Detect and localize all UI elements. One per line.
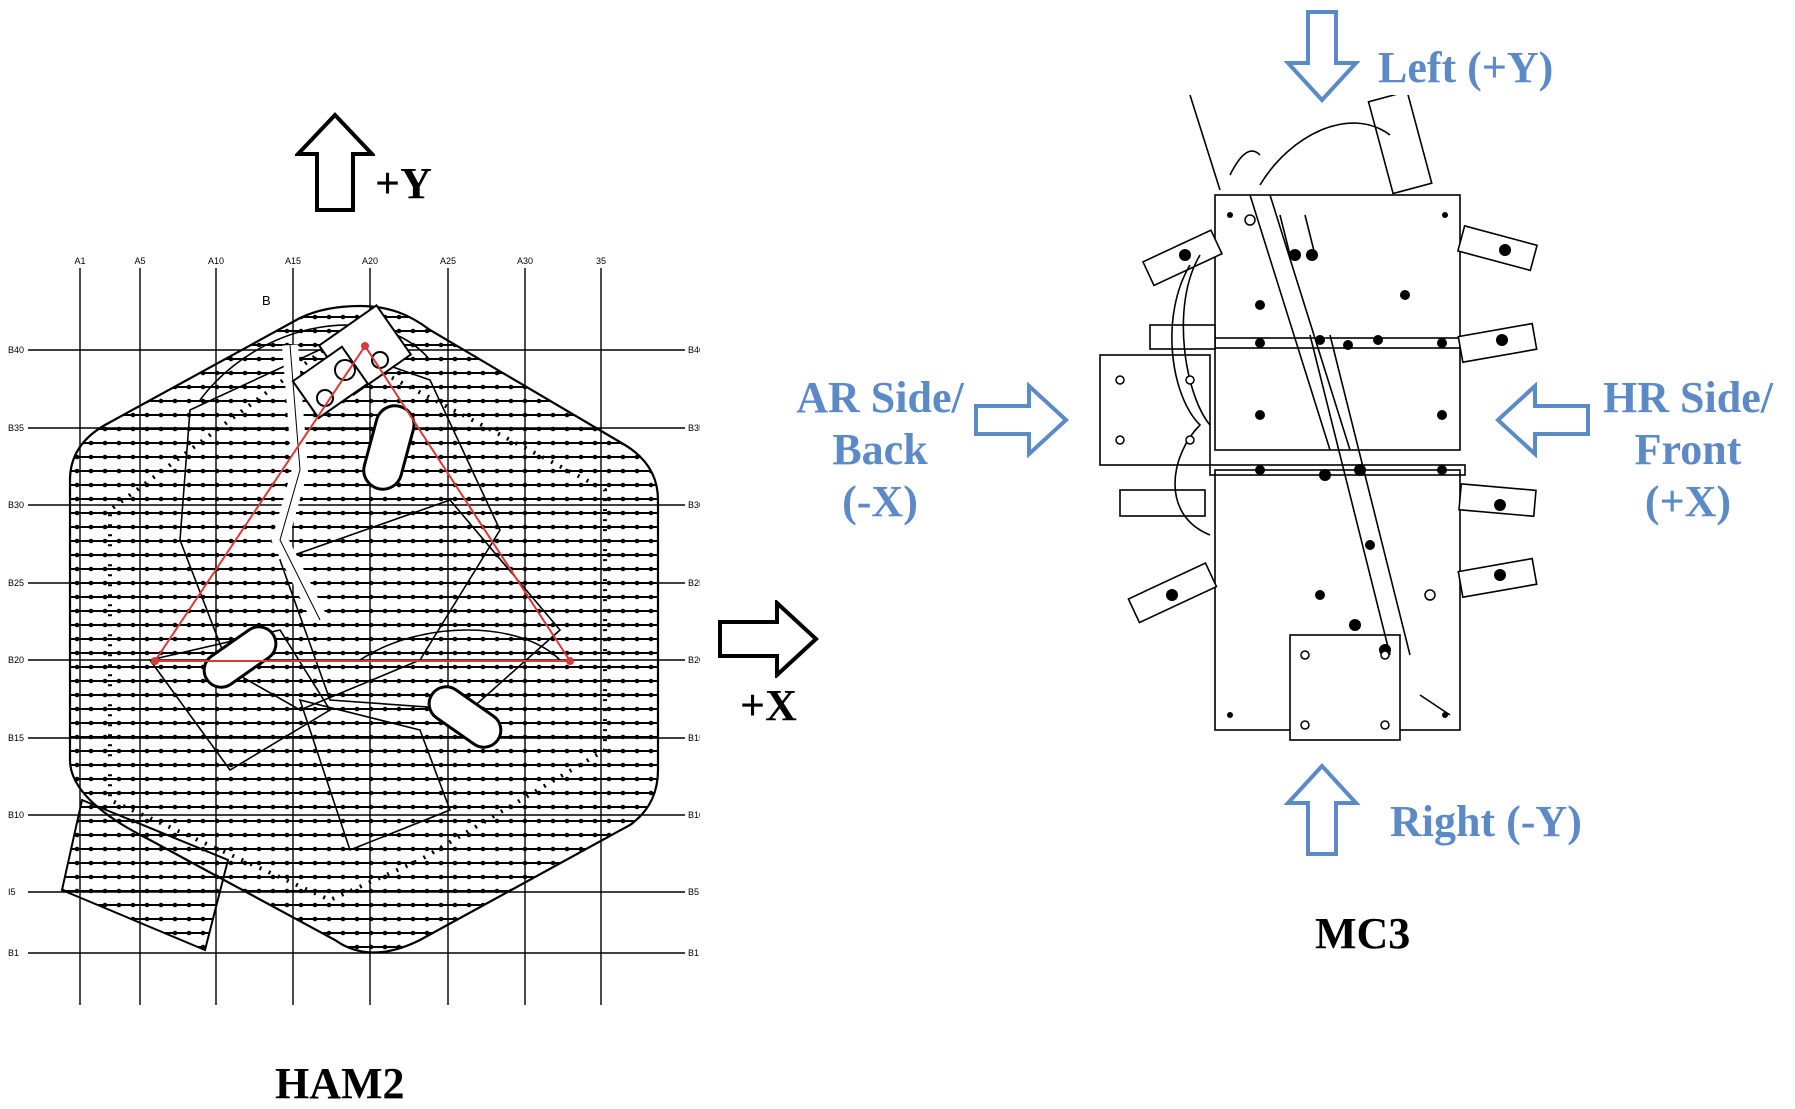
mc3-hr-side-arrow [1495, 382, 1590, 458]
col-label: A20 [362, 256, 378, 266]
col-label: A30 [517, 256, 533, 266]
mc3-mechanical-drawing [1099, 95, 1539, 741]
row-label: B20 [688, 655, 700, 665]
col-label: A25 [440, 256, 456, 266]
mc3-left-arrow [1284, 10, 1360, 103]
ham2-row-labels-right: B40 B35 B30 B25 B20 B15 B10 B5 B1 [688, 345, 700, 958]
ar-line-1: AR Side/ [796, 373, 964, 422]
ham2-plus-y-arrow [295, 112, 375, 212]
mc3-hr-side-label: HR Side/ Front (+X) [1588, 372, 1788, 528]
ham2-table-drawing: A1 A5 A10 A15 A20 A25 A30 35 B40 B35 B30… [8, 256, 700, 1005]
row-label: I5 [8, 887, 16, 897]
row-label: B15 [688, 733, 700, 743]
row-label: B10 [688, 810, 700, 820]
row-label: B20 [8, 655, 24, 665]
ham2-col-labels: A1 A5 A10 A15 A20 A25 A30 35 [74, 256, 606, 266]
mc3-ar-side-label: AR Side/ Back (-X) [780, 372, 980, 528]
row-label: B40 [8, 345, 24, 355]
triangle-vertices [151, 342, 574, 665]
ham2-plus-x-arrow [718, 600, 819, 678]
col-label: A10 [208, 256, 224, 266]
row-label: B5 [688, 887, 699, 897]
row-label: B30 [688, 500, 700, 510]
ham2-optical-table: B [60, 293, 660, 954]
hr-line-2: Front [1634, 424, 1742, 474]
ar-line-2: Back [832, 424, 928, 474]
mc3-right-arrow [1284, 763, 1360, 856]
hr-line-1: HR Side/ [1603, 373, 1773, 422]
row-label: B35 [8, 423, 24, 433]
col-label: A1 [74, 256, 85, 266]
ham2-plus-x-label: +X [740, 681, 797, 730]
mc3-caption: MC3 [1315, 909, 1411, 958]
ham2-plus-y-label: +Y [375, 159, 432, 208]
row-label: B10 [8, 810, 24, 820]
ham2-red-triangle [153, 344, 572, 662]
row-label: B25 [8, 578, 24, 588]
col-label: 35 [596, 256, 606, 266]
row-label: B35 [688, 423, 700, 433]
mc3-ar-side-arrow [974, 382, 1069, 458]
row-label: B30 [8, 500, 24, 510]
hr-line-3: (+X) [1644, 476, 1732, 526]
row-label: B40 [688, 345, 700, 355]
mc3-left-label: Left (+Y) [1378, 43, 1554, 92]
col-label: A15 [285, 256, 301, 266]
mc3-right-label: Right (-Y) [1390, 797, 1582, 846]
mark-b: B [262, 293, 271, 308]
row-label: B15 [8, 733, 24, 743]
row-label: B25 [688, 578, 700, 588]
row-label: B1 [8, 948, 19, 958]
col-label: A5 [134, 256, 145, 266]
row-label: B1 [688, 948, 699, 958]
ham2-row-labels-left: B40 B35 B30 B25 B20 B15 B10 I5 B1 [8, 345, 24, 958]
ar-line-3: (-X) [842, 476, 918, 526]
ham2-caption: HAM2 [275, 1059, 405, 1108]
